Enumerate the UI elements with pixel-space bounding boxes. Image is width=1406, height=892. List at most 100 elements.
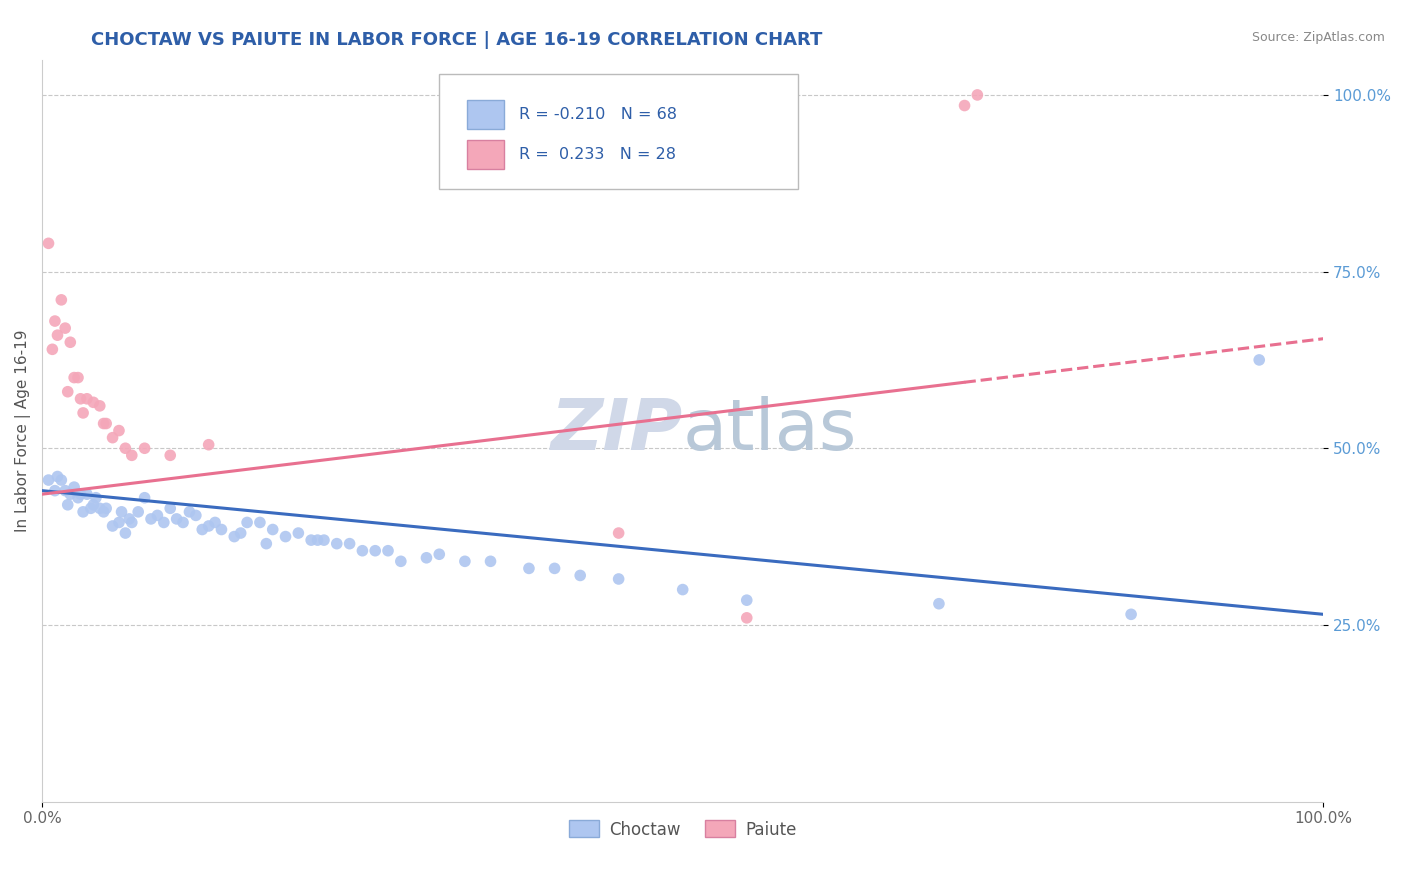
Choctaw <box>66 491 89 505</box>
Choctaw <box>326 536 349 550</box>
Choctaw <box>139 512 162 526</box>
Paiute <box>53 321 76 335</box>
Choctaw <box>153 516 176 530</box>
Paiute <box>63 370 86 384</box>
Paiute <box>59 335 82 350</box>
Choctaw <box>184 508 207 523</box>
Choctaw <box>389 554 412 568</box>
Legend: Choctaw, Paiute: Choctaw, Paiute <box>562 814 803 846</box>
Choctaw <box>229 526 252 541</box>
Choctaw <box>254 536 277 550</box>
Choctaw <box>46 469 69 483</box>
Choctaw <box>1249 353 1271 368</box>
Choctaw <box>454 554 477 568</box>
Paiute <box>41 343 63 357</box>
Choctaw <box>339 536 361 550</box>
Paiute <box>66 370 89 384</box>
Choctaw <box>197 519 219 533</box>
Paiute <box>101 431 124 445</box>
Choctaw <box>134 491 156 505</box>
Paiute <box>72 406 94 420</box>
Choctaw <box>114 526 136 541</box>
Choctaw <box>1119 607 1142 622</box>
Text: CHOCTAW VS PAIUTE IN LABOR FORCE | AGE 16-19 CORRELATION CHART: CHOCTAW VS PAIUTE IN LABOR FORCE | AGE 1… <box>91 31 823 49</box>
Paiute <box>134 442 156 456</box>
Choctaw <box>51 473 73 487</box>
Text: ZIP: ZIP <box>550 396 683 465</box>
Choctaw <box>204 516 226 530</box>
Paiute <box>121 448 143 462</box>
Text: atlas: atlas <box>683 396 858 465</box>
Choctaw <box>101 519 124 533</box>
FancyBboxPatch shape <box>467 101 505 128</box>
Choctaw <box>118 512 141 526</box>
Y-axis label: In Labor Force | Age 16-19: In Labor Force | Age 16-19 <box>15 329 31 532</box>
Choctaw <box>287 526 309 541</box>
Choctaw <box>38 473 60 487</box>
Choctaw <box>427 547 450 561</box>
Choctaw <box>110 505 132 519</box>
Choctaw <box>159 501 181 516</box>
Choctaw <box>59 487 82 501</box>
Choctaw <box>84 491 107 505</box>
Paiute <box>735 611 758 625</box>
Choctaw <box>517 561 540 575</box>
Paiute <box>114 442 136 456</box>
Paiute <box>197 438 219 452</box>
Choctaw <box>166 512 188 526</box>
Choctaw <box>211 523 233 537</box>
Paiute <box>108 424 131 438</box>
Choctaw <box>672 582 695 597</box>
Choctaw <box>569 568 592 582</box>
Choctaw <box>44 483 66 498</box>
Choctaw <box>415 550 437 565</box>
Paiute <box>76 392 98 406</box>
Paiute <box>46 328 69 343</box>
Choctaw <box>312 533 335 548</box>
Text: Source: ZipAtlas.com: Source: ZipAtlas.com <box>1251 31 1385 45</box>
Paiute <box>966 87 988 102</box>
Choctaw <box>93 505 115 519</box>
FancyBboxPatch shape <box>439 74 799 189</box>
Choctaw <box>735 593 758 607</box>
Paiute <box>953 98 976 112</box>
Text: R =  0.233   N = 28: R = 0.233 N = 28 <box>519 147 676 162</box>
Paiute <box>607 526 630 541</box>
Choctaw <box>56 498 79 512</box>
Choctaw <box>377 543 399 558</box>
Paiute <box>82 395 104 409</box>
Choctaw <box>274 530 297 544</box>
Choctaw <box>80 501 103 516</box>
Choctaw <box>543 561 565 575</box>
Choctaw <box>179 505 201 519</box>
Choctaw <box>127 505 149 519</box>
Choctaw <box>69 487 91 501</box>
Choctaw <box>76 487 98 501</box>
Text: R = -0.210   N = 68: R = -0.210 N = 68 <box>519 107 678 122</box>
Choctaw <box>364 543 387 558</box>
Choctaw <box>607 572 630 586</box>
Paiute <box>56 384 79 399</box>
Choctaw <box>146 508 169 523</box>
Choctaw <box>236 516 259 530</box>
Choctaw <box>96 501 118 516</box>
Paiute <box>159 448 181 462</box>
Choctaw <box>928 597 950 611</box>
FancyBboxPatch shape <box>467 140 505 169</box>
Choctaw <box>89 501 111 516</box>
Paiute <box>96 417 118 431</box>
Choctaw <box>307 533 329 548</box>
Choctaw <box>121 516 143 530</box>
Choctaw <box>262 523 284 537</box>
Choctaw <box>72 505 94 519</box>
Choctaw <box>172 516 194 530</box>
Choctaw <box>108 516 131 530</box>
Choctaw <box>352 543 374 558</box>
Choctaw <box>53 483 76 498</box>
Choctaw <box>191 523 214 537</box>
Choctaw <box>299 533 322 548</box>
Choctaw <box>479 554 502 568</box>
Paiute <box>51 293 73 307</box>
Paiute <box>93 417 115 431</box>
Choctaw <box>82 498 104 512</box>
